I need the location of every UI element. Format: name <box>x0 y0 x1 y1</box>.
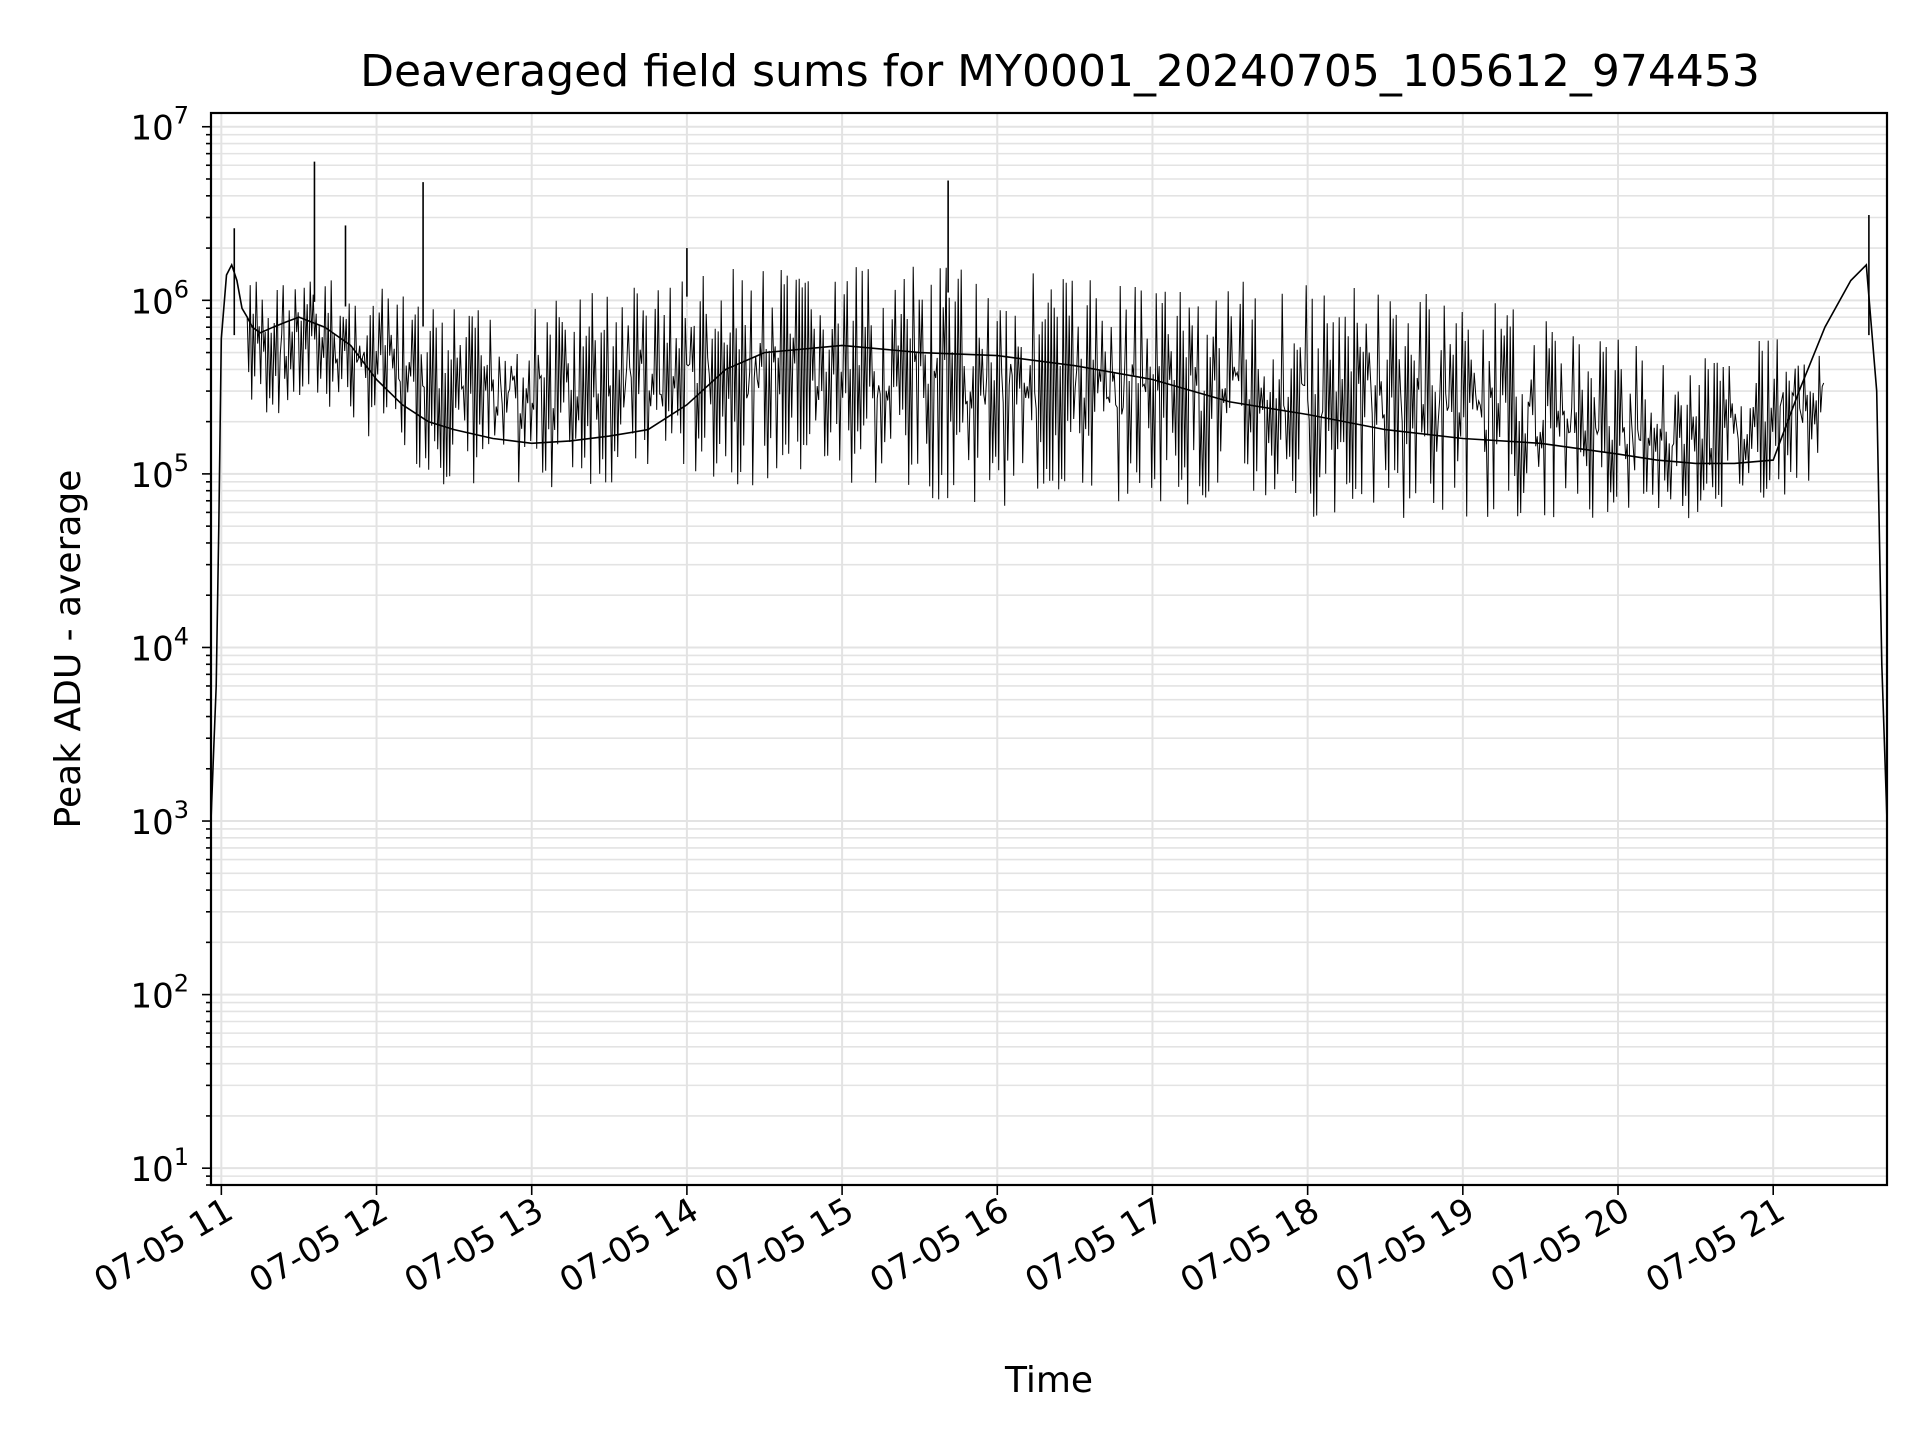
y-tick-label: 102 <box>130 970 189 1017</box>
y-tick-label: 101 <box>130 1143 189 1190</box>
y-axis-label: Peak ADU - average <box>48 470 89 829</box>
y-tick-label: 105 <box>130 449 189 496</box>
y-tick-label: 106 <box>130 275 189 322</box>
chart-title: Deaveraged field sums for MY0001_2024070… <box>360 46 1760 97</box>
axes-frame <box>209 111 1889 1187</box>
data-series-band <box>246 266 1825 519</box>
y-axis-ticks: 101 102 103 104 105 106 107 <box>130 102 211 1190</box>
y-tick-label: 103 <box>130 796 189 843</box>
y-tick-label: 104 <box>130 622 189 669</box>
data-series-fluctuation <box>246 266 1825 519</box>
data-series <box>210 262 1888 822</box>
data-series-line <box>210 262 1888 822</box>
x-axis-label: Time <box>1004 1360 1093 1401</box>
y-tick-label: 107 <box>130 102 189 149</box>
plot-area <box>210 113 1888 1186</box>
data-spikes <box>233 161 1870 336</box>
